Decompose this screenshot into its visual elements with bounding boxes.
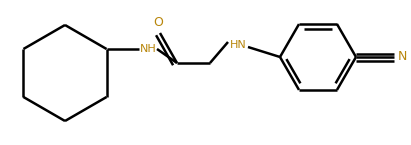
Text: HN: HN [230, 40, 246, 50]
Text: O: O [153, 17, 163, 29]
Text: NH: NH [140, 44, 156, 54]
Text: N: N [397, 50, 407, 64]
